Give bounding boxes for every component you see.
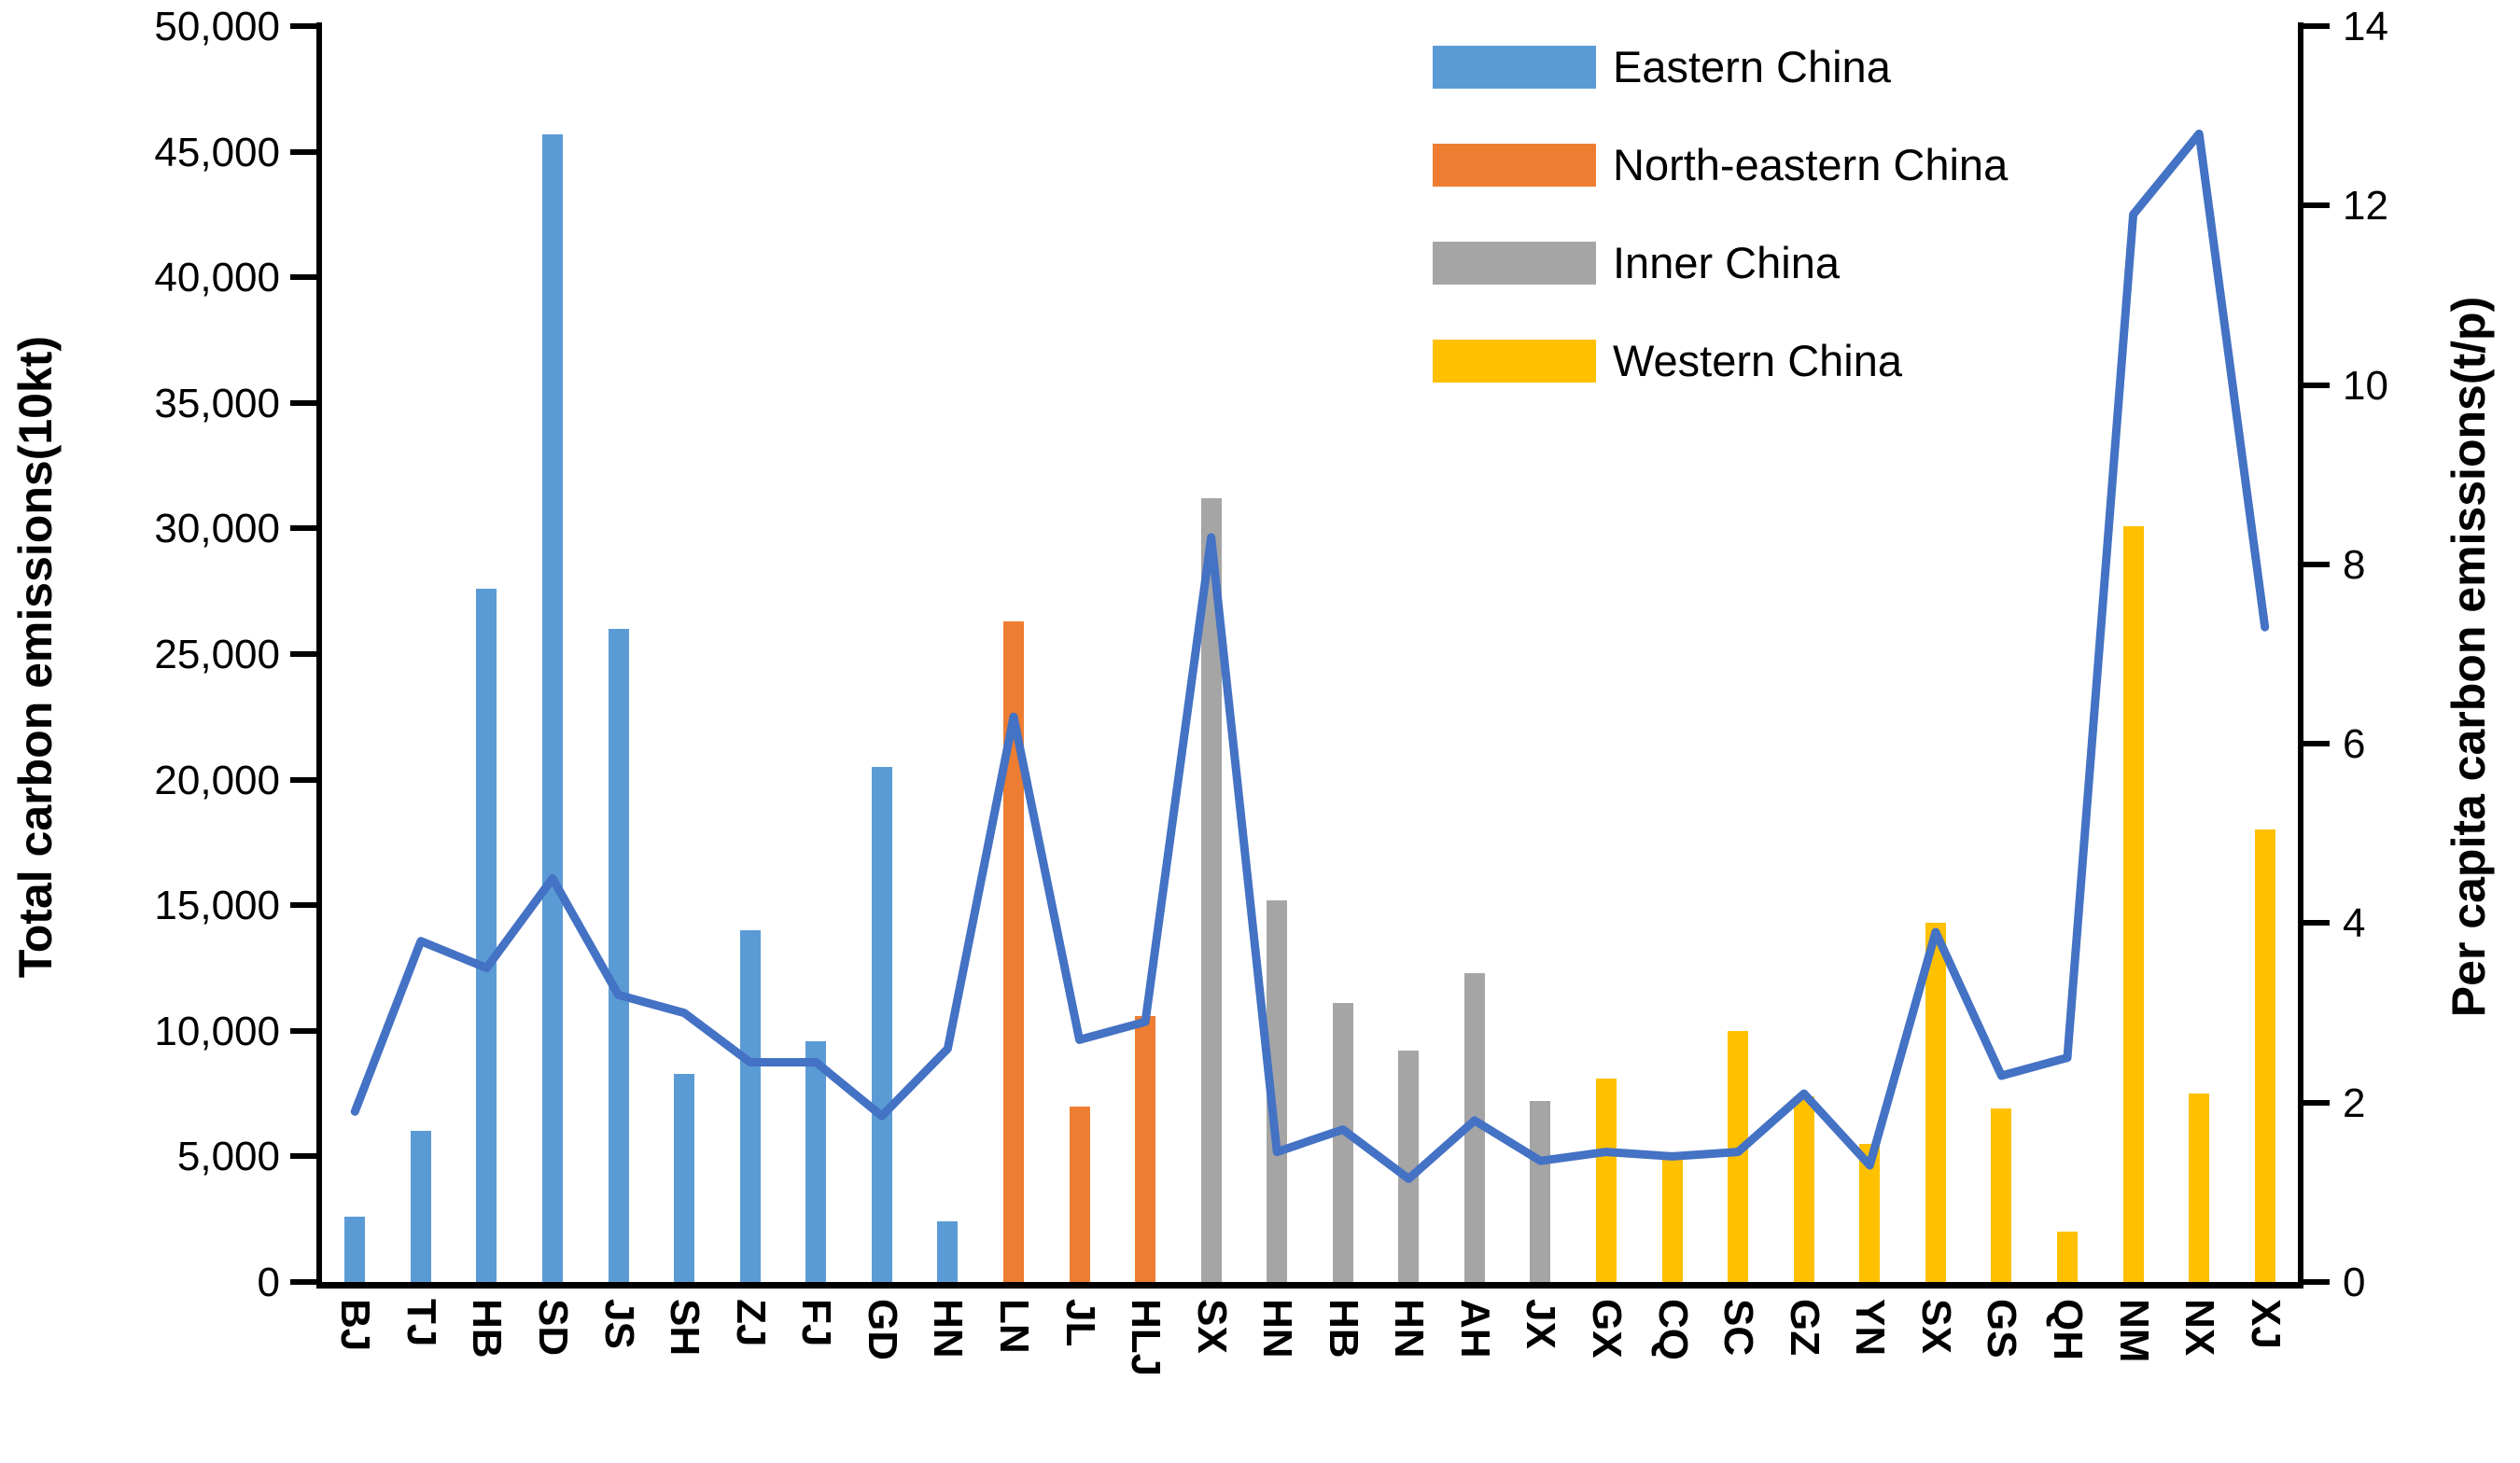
bar-gz-22 xyxy=(1793,1095,1814,1282)
bar-js-4 xyxy=(608,629,629,1282)
bar-gd-8 xyxy=(871,767,892,1282)
legend-swatch-icon xyxy=(1433,143,1596,187)
legend-item-inner-china: Inner China xyxy=(1433,237,1840,288)
left-axis-tick xyxy=(290,399,316,406)
bar-hn-9 xyxy=(937,1221,959,1282)
left-axis-tick-label: 5,000 xyxy=(176,1134,280,1180)
legend-label: Inner China xyxy=(1613,238,1840,287)
left-axis-tick-label: 35,000 xyxy=(154,380,280,426)
left-axis-tick-label: 0 xyxy=(257,1260,280,1305)
left-axis-tick-label: 20,000 xyxy=(154,757,280,803)
right-axis-tick-label: 6 xyxy=(2343,721,2366,768)
left-axis-tick xyxy=(290,1153,316,1160)
x-axis-line xyxy=(316,1282,2303,1289)
bar-jl-11 xyxy=(1069,1106,1090,1282)
bar-sd-3 xyxy=(541,133,563,1282)
legend-label: Eastern China xyxy=(1613,42,1891,91)
left-axis-tick-label: 40,000 xyxy=(154,255,280,301)
left-axis-tick-label: 50,000 xyxy=(154,4,280,49)
line-per-capita xyxy=(350,129,2270,1183)
right-axis-tick xyxy=(2303,920,2330,927)
right-axis-tick xyxy=(2303,382,2330,388)
bar-sh-5 xyxy=(674,1073,695,1282)
left-axis-tick-label: 25,000 xyxy=(154,632,280,677)
legend-label: North-eastern China xyxy=(1613,140,2009,189)
right-axis-tick xyxy=(2303,561,2330,567)
left-axis-tick xyxy=(290,651,316,657)
bar-tj-1 xyxy=(410,1131,431,1282)
bar-hb-2 xyxy=(476,589,497,1282)
left-axis-tick xyxy=(290,274,316,281)
left-axis-tick-label: 15,000 xyxy=(154,883,280,929)
left-axis-tick-label: 45,000 xyxy=(154,129,280,175)
bar-sc-21 xyxy=(1728,1030,1749,1282)
bar-hn-16 xyxy=(1398,1051,1420,1282)
left-axis-tick xyxy=(290,902,316,909)
legend-item-western-china: Western China xyxy=(1433,335,1902,386)
right-axis-tick xyxy=(2303,1099,2330,1106)
right-axis-tick-label: 0 xyxy=(2343,1260,2366,1305)
bar-sx-24 xyxy=(1925,923,1946,1282)
right-axis-line xyxy=(2298,22,2303,1286)
bar-xj-29 xyxy=(2254,829,2275,1282)
right-axis-tick-label: 2 xyxy=(2343,1080,2366,1126)
bar-nm-27 xyxy=(2122,525,2144,1282)
left-axis-tick xyxy=(290,1279,316,1285)
right-axis-tick-label: 14 xyxy=(2343,4,2388,49)
bar-gx-19 xyxy=(1596,1078,1617,1282)
right-axis-tick-label: 10 xyxy=(2343,362,2388,409)
bar-zj-6 xyxy=(739,930,761,1282)
bar-hn-14 xyxy=(1267,899,1288,1282)
right-axis-tick-label: 12 xyxy=(2343,183,2388,230)
legend-swatch-icon xyxy=(1433,339,1596,383)
left-axis-tick xyxy=(290,23,316,29)
bar-hlj-12 xyxy=(1135,1015,1156,1282)
bar-gs-25 xyxy=(1991,1108,2012,1282)
legend-item-eastern-china: Eastern China xyxy=(1433,41,1891,92)
right-axis-tick xyxy=(2303,202,2330,209)
bar-ah-17 xyxy=(1463,972,1485,1282)
bar-yn-23 xyxy=(1859,1143,1881,1282)
left-axis-line xyxy=(316,22,322,1286)
left-axis-tick xyxy=(290,525,316,532)
left-axis-tick xyxy=(290,148,316,155)
legend-swatch-icon xyxy=(1433,241,1596,285)
bar-sx-13 xyxy=(1200,498,1222,1282)
bar-fj-7 xyxy=(805,1040,827,1282)
right-axis-tick xyxy=(2303,741,2330,747)
right-axis-tick-label: 8 xyxy=(2343,541,2366,588)
bar-qh-26 xyxy=(2057,1232,2079,1282)
bar-cq-20 xyxy=(1661,1159,1683,1282)
bar-ln-10 xyxy=(1002,621,1024,1282)
bar-jx-18 xyxy=(1530,1101,1551,1282)
right-axis-tick xyxy=(2303,23,2330,29)
left-axis-tick-label: 10,000 xyxy=(154,1008,280,1054)
right-axis-tick xyxy=(2303,1279,2330,1285)
left-axis-tick xyxy=(290,776,316,783)
left-axis-tick xyxy=(290,1027,316,1034)
legend-swatch-icon xyxy=(1433,45,1596,89)
right-axis-tick-label: 4 xyxy=(2343,900,2366,947)
bar-nx-28 xyxy=(2189,1094,2210,1282)
legend-item-north-eastern-china: North-eastern China xyxy=(1433,139,2008,190)
bar-hb-15 xyxy=(1332,1003,1353,1282)
bar-bj-0 xyxy=(344,1217,366,1282)
left-axis-tick-label: 30,000 xyxy=(154,506,280,552)
legend-label: Western China xyxy=(1613,336,1902,385)
